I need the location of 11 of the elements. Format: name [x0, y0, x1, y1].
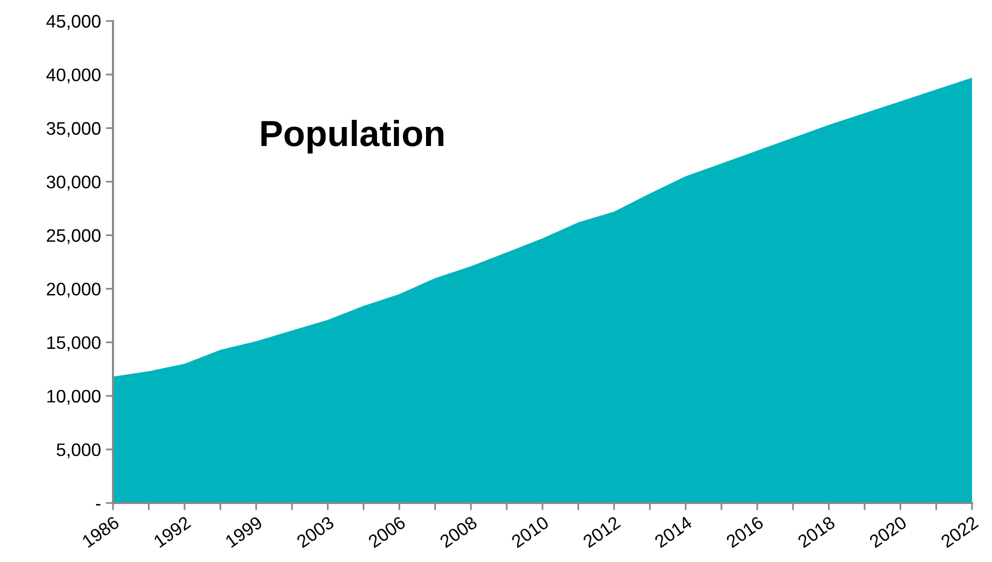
y-tick-label: 10,000 [47, 390, 100, 405]
y-tick-label: 15,000 [47, 336, 100, 352]
y-tick-label: 40,000 [46, 68, 100, 84]
y-tick-label: 35,000 [46, 122, 100, 137]
y-tick-label: 30,000 [46, 176, 100, 191]
y-tick-label: 20,000 [46, 282, 100, 298]
y-tick-label: 25,000 [46, 229, 100, 244]
y-tick-label: - [96, 504, 100, 506]
y-tick-label: 5,000 [56, 443, 100, 458]
text: Population [261, 120, 444, 154]
y-tick-label: 45,000 [46, 14, 100, 30]
